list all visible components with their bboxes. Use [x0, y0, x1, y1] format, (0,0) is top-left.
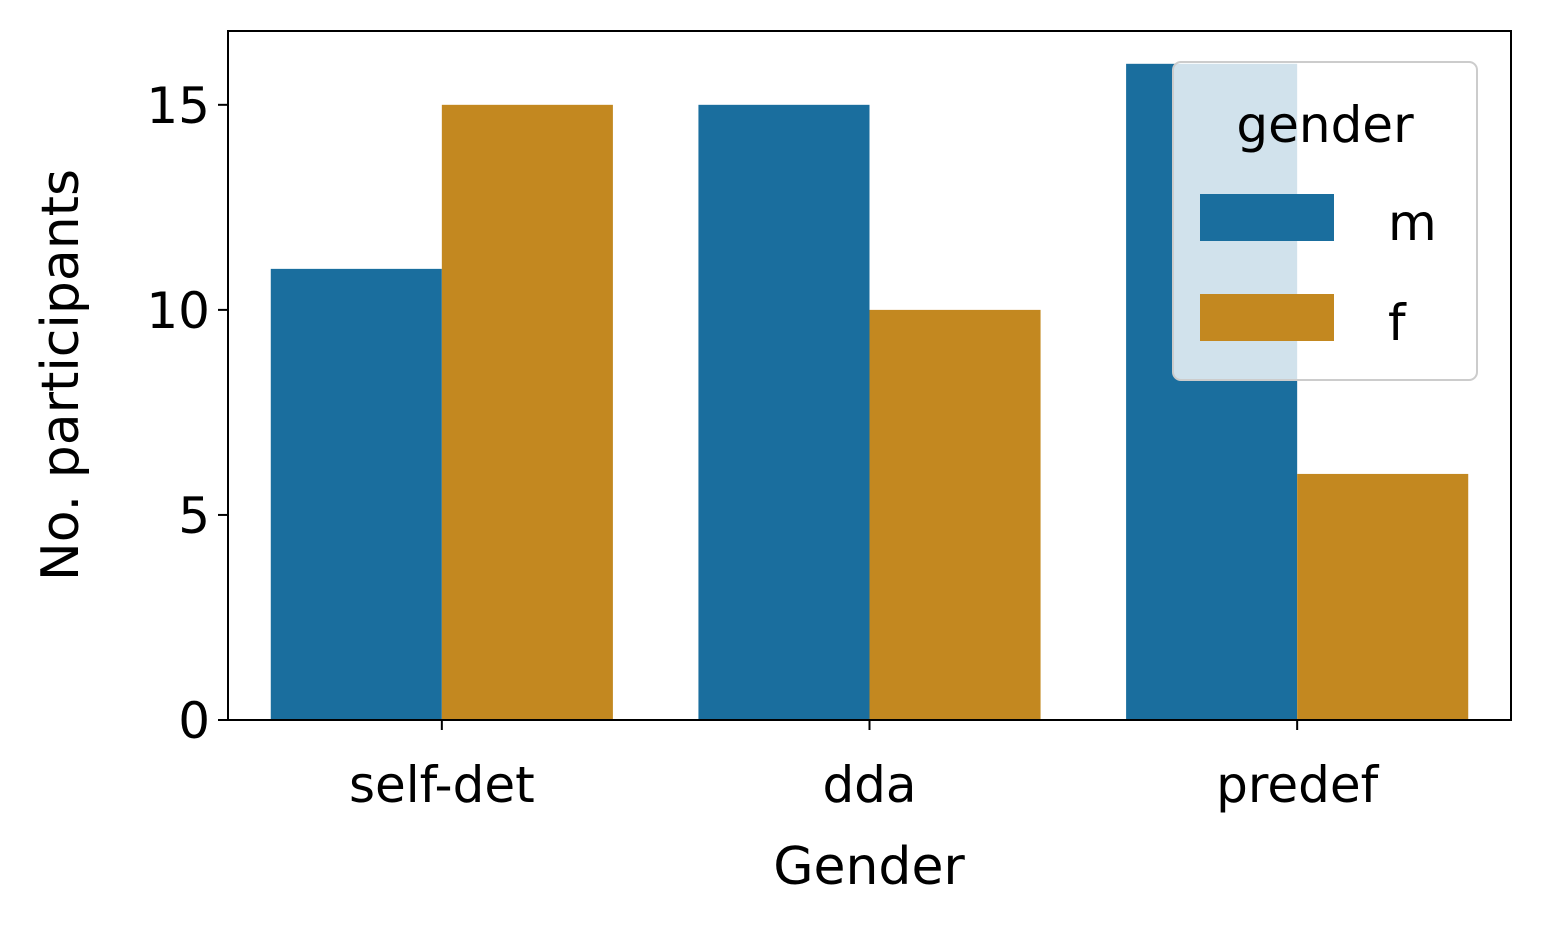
y-tick-label: 5 — [178, 487, 210, 545]
x-axis: self-det dda predef — [349, 720, 1380, 814]
legend-label-m: m — [1388, 194, 1437, 252]
legend: gender m f — [1172, 61, 1478, 381]
bar-dda-f — [869, 309, 1041, 720]
bars-group — [270, 63, 1469, 721]
plot-frame — [227, 30, 1512, 721]
legend-swatch-f — [1200, 294, 1334, 341]
legend-swatch-m — [1200, 194, 1334, 241]
y-tick-label: 15 — [146, 77, 210, 135]
x-axis-title: Gender — [773, 837, 965, 897]
bar-dda-m — [698, 104, 870, 721]
legend-label-f: f — [1388, 294, 1407, 352]
y-axis: 0 5 10 15 — [146, 77, 228, 750]
y-axis-title: No. participants — [31, 169, 91, 581]
x-tick-label-predef: predef — [1216, 756, 1379, 814]
y-tick-label: 10 — [146, 282, 210, 340]
legend-title: gender — [1236, 96, 1414, 154]
bar-self-det-f — [441, 104, 613, 721]
bar-self-det-m — [270, 268, 442, 720]
x-tick-label-self-det: self-det — [349, 756, 535, 814]
y-tick-label: 0 — [178, 692, 210, 750]
x-tick-label-dda: dda — [822, 756, 916, 814]
bar-predef-f — [1297, 473, 1469, 720]
